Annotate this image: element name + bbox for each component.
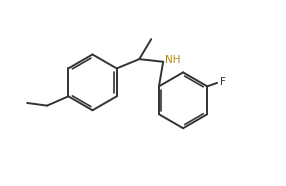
Text: NH: NH [165, 55, 181, 65]
Text: F: F [220, 77, 226, 86]
